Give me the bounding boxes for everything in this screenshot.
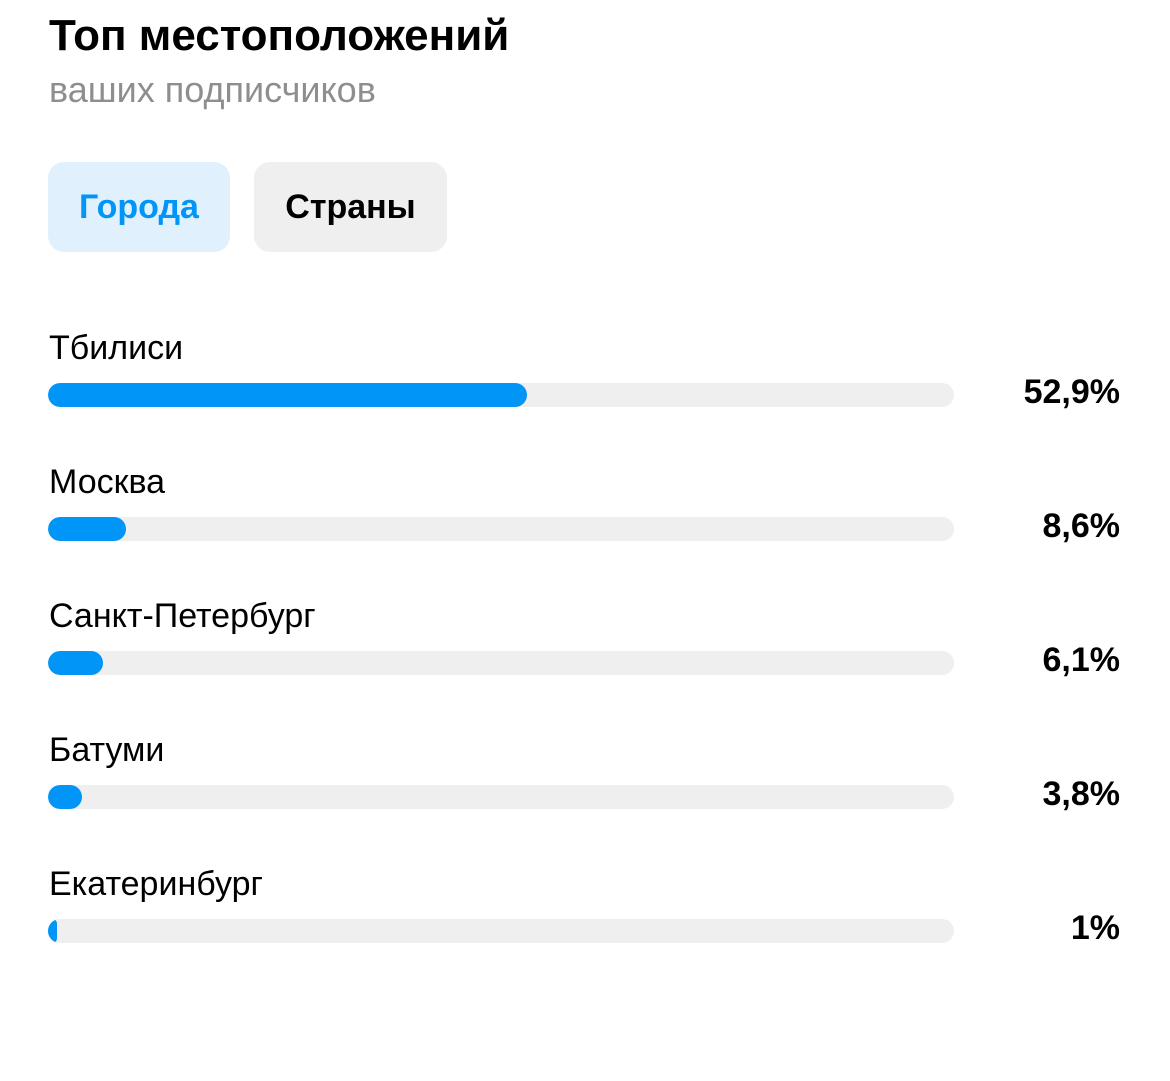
progress-fill [48, 383, 528, 407]
location-percent: 52,9% [1023, 373, 1120, 411]
location-name: Москва [49, 463, 166, 501]
locations-list: Тбилиси 52,9% Москва 8,6% Санкт-Петербур… [48, 322, 1122, 992]
location-row-moscow: Москва 8,6% [48, 456, 1122, 590]
progress-track [48, 383, 954, 407]
progress-track [48, 651, 954, 675]
location-tabs: Города Страны [48, 162, 447, 252]
location-row-saint-petersburg: Санкт-Петербург 6,1% [48, 590, 1122, 724]
location-name: Тбилиси [49, 329, 184, 367]
location-row-tbilisi: Тбилиси 52,9% [48, 322, 1122, 456]
progress-track [48, 919, 954, 943]
location-name: Санкт-Петербург [49, 597, 316, 635]
progress-fill [48, 517, 126, 541]
page-subtitle: ваших подписчиков [49, 69, 376, 110]
page-title: Топ местоположений [49, 11, 510, 60]
location-percent: 8,6% [1042, 507, 1121, 545]
location-row-yekaterinburg: Екатеринбург 1% [48, 858, 1122, 992]
progress-track [48, 517, 954, 541]
tab-countries[interactable]: Страны [254, 162, 447, 252]
location-row-batumi: Батуми 3,8% [48, 724, 1122, 858]
tab-cities[interactable]: Города [48, 162, 230, 252]
progress-track [48, 785, 954, 809]
location-percent: 1% [1070, 909, 1120, 947]
progress-fill [48, 919, 58, 943]
progress-fill [48, 651, 104, 675]
location-name: Екатеринбург [49, 865, 263, 903]
progress-fill [48, 785, 83, 809]
location-percent: 6,1% [1042, 641, 1121, 679]
location-name: Батуми [49, 731, 165, 769]
location-percent: 3,8% [1042, 775, 1121, 813]
